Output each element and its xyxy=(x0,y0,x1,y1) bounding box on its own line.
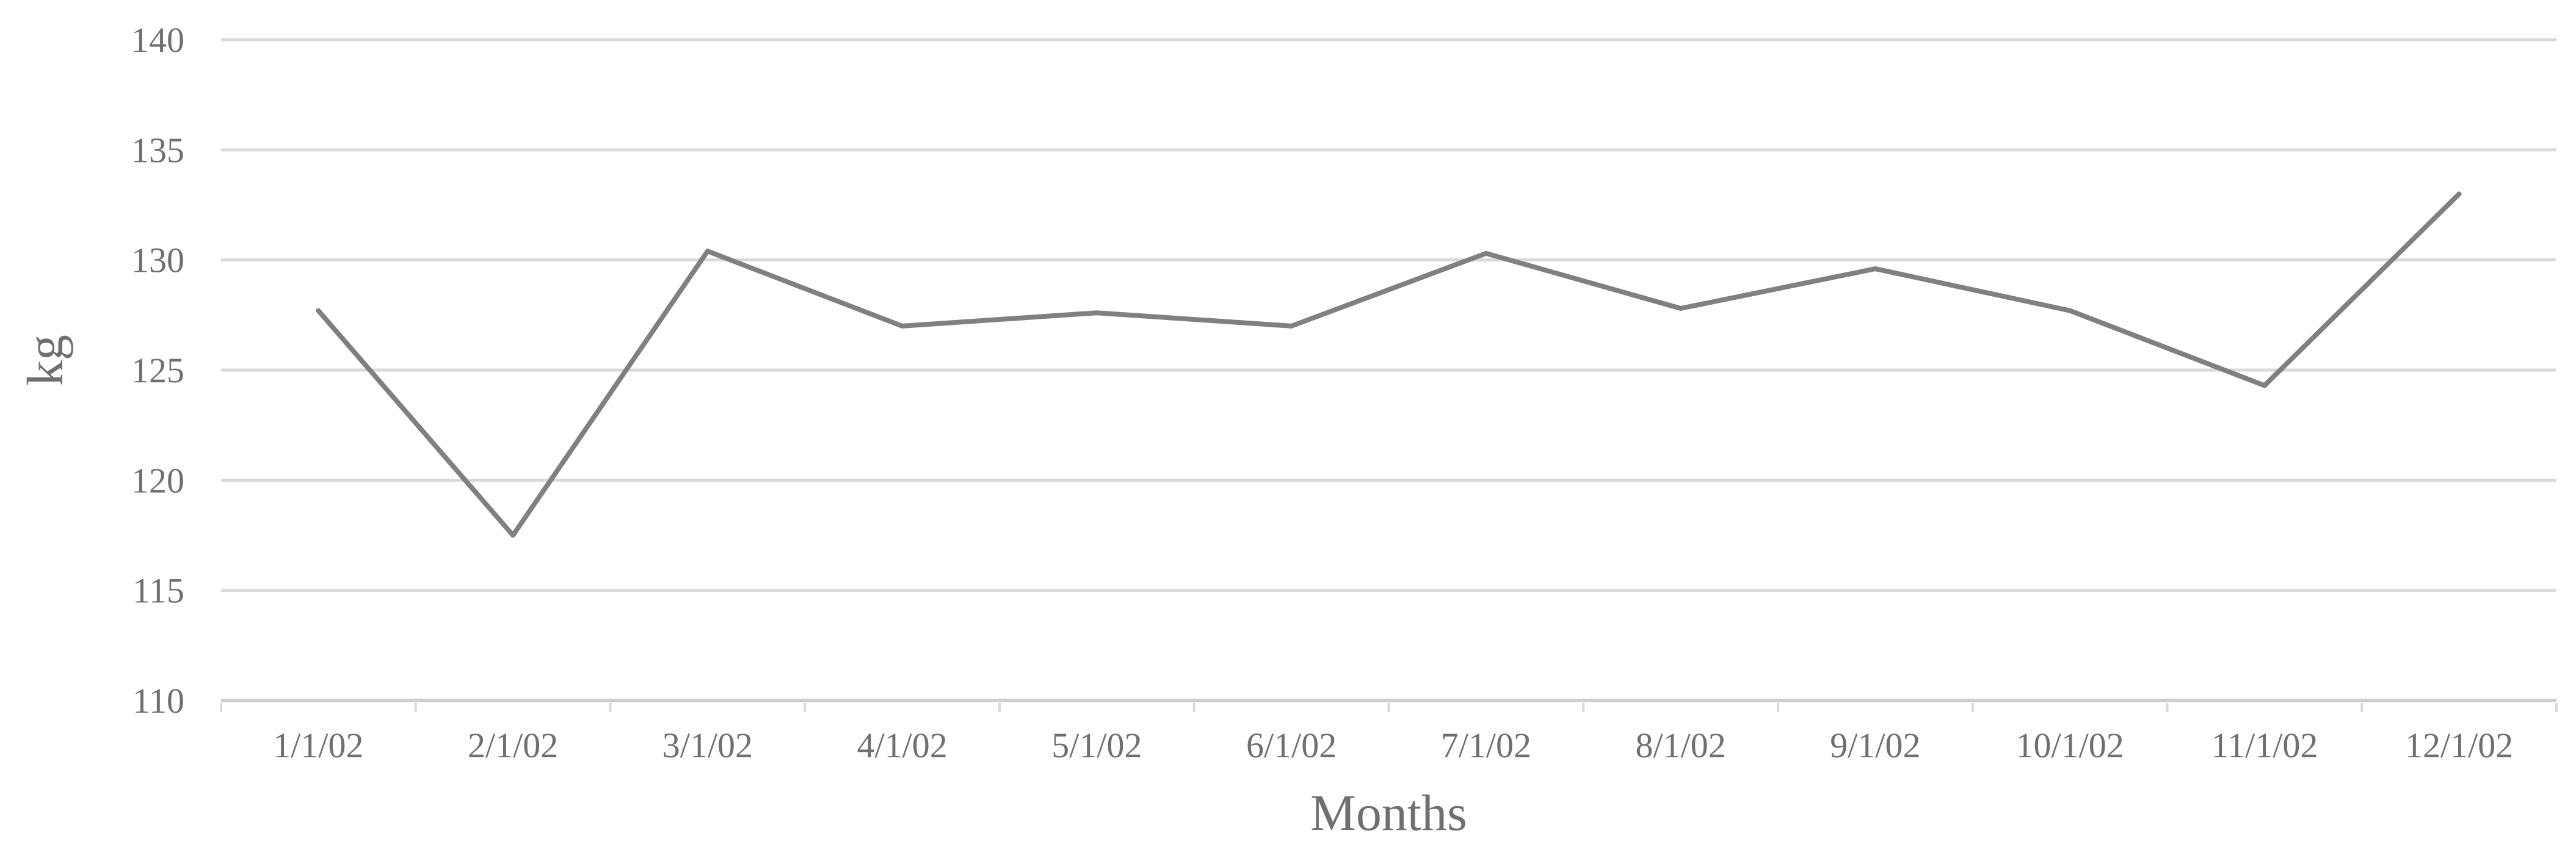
y-tick-label-140: 140 xyxy=(131,20,184,60)
y-tick-label-120: 120 xyxy=(131,460,184,500)
x-tick-label-7/1/02: 7/1/02 xyxy=(1441,726,1531,765)
x-tick-label-4/1/02: 4/1/02 xyxy=(857,726,948,765)
x-axis-title: Months xyxy=(1310,785,1467,842)
x-tick-label-11/1/02: 11/1/02 xyxy=(2211,726,2318,765)
y-axis-title: kg xyxy=(17,335,74,386)
x-tick-label-10/1/02: 10/1/02 xyxy=(2016,726,2124,765)
y-tick-label-115: 115 xyxy=(132,571,184,611)
x-tick-label-12/1/02: 12/1/02 xyxy=(2405,726,2513,765)
x-tick-label-3/1/02: 3/1/02 xyxy=(662,726,753,765)
x-tick-label-9/1/02: 9/1/02 xyxy=(1830,726,1920,765)
y-tick-label-130: 130 xyxy=(131,241,184,280)
y-tick-label-135: 135 xyxy=(131,130,184,170)
y-tick-label-125: 125 xyxy=(131,351,184,390)
series-line-kg xyxy=(316,191,2462,538)
x-tick-label-6/1/02: 6/1/02 xyxy=(1246,726,1337,765)
x-tick-label-2/1/02: 2/1/02 xyxy=(468,726,558,765)
x-tick-label-5/1/02: 5/1/02 xyxy=(1051,726,1142,765)
x-tick-label-1/1/02: 1/1/02 xyxy=(273,726,363,765)
x-tick-label-8/1/02: 8/1/02 xyxy=(1636,726,1726,765)
y-tick-label-110: 110 xyxy=(132,681,184,721)
